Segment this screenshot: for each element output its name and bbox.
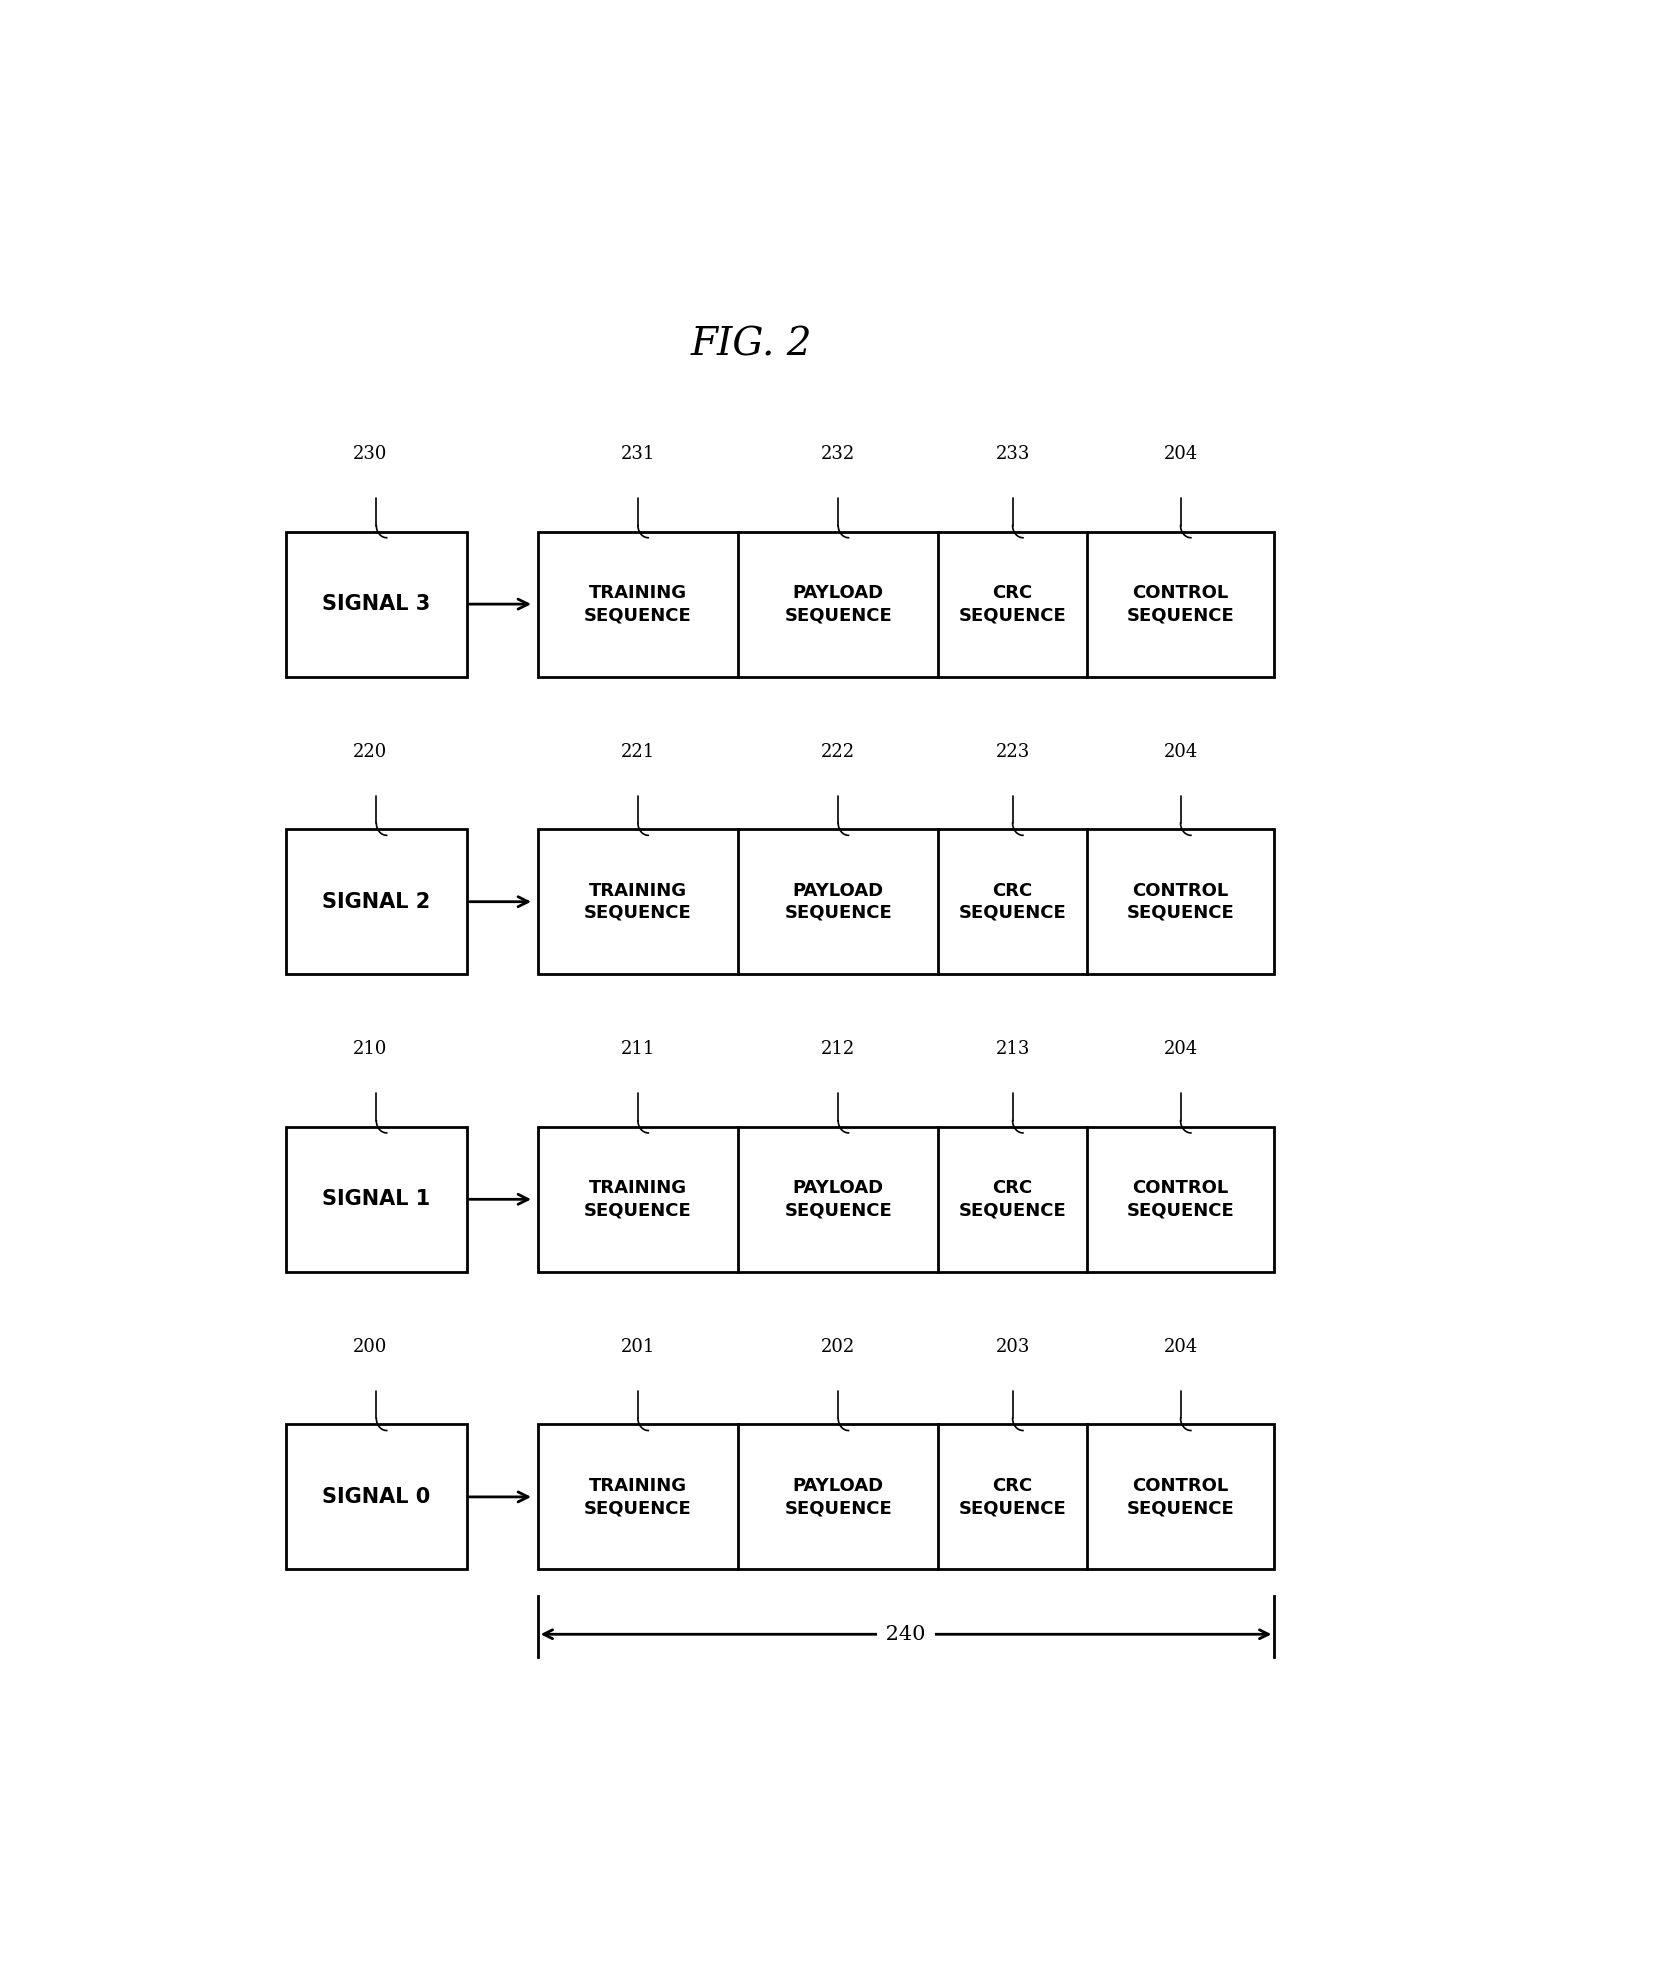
Bar — [287, 828, 467, 975]
Text: 204: 204 — [1164, 1338, 1197, 1356]
Bar — [538, 531, 1274, 676]
Bar — [538, 828, 1274, 975]
Text: FIG. 2: FIG. 2 — [690, 327, 812, 363]
Bar — [538, 1128, 1274, 1272]
Text: 211: 211 — [620, 1041, 655, 1058]
Text: 212: 212 — [822, 1041, 855, 1058]
Text: CRC
SEQUENCE: CRC SEQUENCE — [959, 1477, 1067, 1516]
Bar — [287, 1425, 467, 1570]
Bar — [538, 1425, 1274, 1570]
Text: CRC
SEQUENCE: CRC SEQUENCE — [959, 585, 1067, 624]
Text: CONTROL
SEQUENCE: CONTROL SEQUENCE — [1127, 1179, 1235, 1219]
Text: PAYLOAD
SEQUENCE: PAYLOAD SEQUENCE — [783, 882, 892, 922]
Text: 210: 210 — [353, 1041, 387, 1058]
Text: 222: 222 — [822, 743, 855, 761]
Text: PAYLOAD
SEQUENCE: PAYLOAD SEQUENCE — [783, 1477, 892, 1516]
Text: 200: 200 — [353, 1338, 387, 1356]
Text: 232: 232 — [822, 444, 855, 464]
Text: 204: 204 — [1164, 1041, 1197, 1058]
Text: 240: 240 — [880, 1625, 932, 1643]
Text: TRAINING
SEQUENCE: TRAINING SEQUENCE — [583, 1179, 692, 1219]
Bar — [287, 1128, 467, 1272]
Text: 203: 203 — [995, 1338, 1030, 1356]
Bar — [287, 531, 467, 676]
Text: 202: 202 — [822, 1338, 855, 1356]
Text: TRAINING
SEQUENCE: TRAINING SEQUENCE — [583, 1477, 692, 1516]
Text: 201: 201 — [620, 1338, 655, 1356]
Text: CRC
SEQUENCE: CRC SEQUENCE — [959, 1179, 1067, 1219]
Text: PAYLOAD
SEQUENCE: PAYLOAD SEQUENCE — [783, 1179, 892, 1219]
Text: SIGNAL 3: SIGNAL 3 — [322, 595, 430, 614]
Text: CONTROL
SEQUENCE: CONTROL SEQUENCE — [1127, 1477, 1235, 1516]
Text: 231: 231 — [620, 444, 655, 464]
Text: TRAINING
SEQUENCE: TRAINING SEQUENCE — [583, 585, 692, 624]
Text: 221: 221 — [620, 743, 655, 761]
Text: CONTROL
SEQUENCE: CONTROL SEQUENCE — [1127, 585, 1235, 624]
Text: SIGNAL 2: SIGNAL 2 — [322, 892, 430, 912]
Text: 204: 204 — [1164, 743, 1197, 761]
Text: TRAINING
SEQUENCE: TRAINING SEQUENCE — [583, 882, 692, 922]
Text: PAYLOAD
SEQUENCE: PAYLOAD SEQUENCE — [783, 585, 892, 624]
Text: 223: 223 — [995, 743, 1030, 761]
Text: CRC
SEQUENCE: CRC SEQUENCE — [959, 882, 1067, 922]
Text: 204: 204 — [1164, 444, 1197, 464]
Text: 220: 220 — [353, 743, 387, 761]
Text: SIGNAL 0: SIGNAL 0 — [322, 1486, 430, 1506]
Text: SIGNAL 1: SIGNAL 1 — [322, 1189, 430, 1209]
Text: 213: 213 — [995, 1041, 1030, 1058]
Text: CONTROL
SEQUENCE: CONTROL SEQUENCE — [1127, 882, 1235, 922]
Text: 230: 230 — [353, 444, 387, 464]
Text: 233: 233 — [995, 444, 1030, 464]
